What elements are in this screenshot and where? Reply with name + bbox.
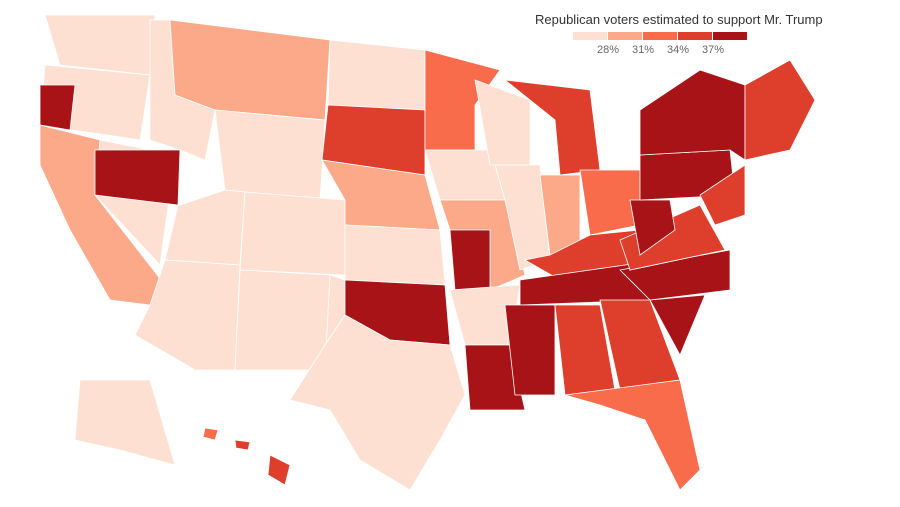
legend-tick: 37% — [701, 44, 725, 56]
map-region — [639, 69, 746, 161]
legend-tick: 28% — [596, 44, 620, 56]
map-region — [234, 439, 251, 451]
map-region — [564, 379, 701, 491]
map-region — [239, 191, 346, 276]
legend-swatch — [573, 32, 607, 40]
map-region — [214, 109, 326, 201]
map-region — [424, 49, 501, 151]
legend-swatch — [643, 32, 677, 40]
legend-swatches — [573, 32, 748, 40]
legend-swatch — [713, 32, 747, 40]
map-region — [699, 164, 746, 226]
legend: Republican voters estimated to support M… — [535, 12, 825, 56]
map-region — [504, 304, 556, 396]
map-region — [744, 59, 816, 161]
legend-tick: 31% — [631, 44, 655, 56]
map-region — [202, 427, 219, 441]
map-region — [327, 39, 426, 111]
map-region — [44, 14, 156, 76]
legend-title: Republican voters estimated to support M… — [535, 12, 823, 27]
map-region — [234, 269, 331, 371]
legend-swatch — [608, 32, 642, 40]
map-region — [94, 149, 181, 206]
map-region — [464, 344, 526, 411]
legend-ticks: 28% 31% 34% 37% — [573, 44, 753, 58]
map-region — [74, 379, 176, 466]
map-region — [267, 454, 291, 486]
legend-tick: 34% — [666, 44, 690, 56]
map-region — [629, 199, 676, 256]
map-region — [39, 84, 76, 131]
legend-swatch — [678, 32, 712, 40]
map-region — [449, 229, 491, 291]
map-region — [649, 294, 706, 356]
map-region — [344, 224, 446, 286]
map-region — [289, 314, 466, 491]
map-region — [619, 204, 726, 271]
